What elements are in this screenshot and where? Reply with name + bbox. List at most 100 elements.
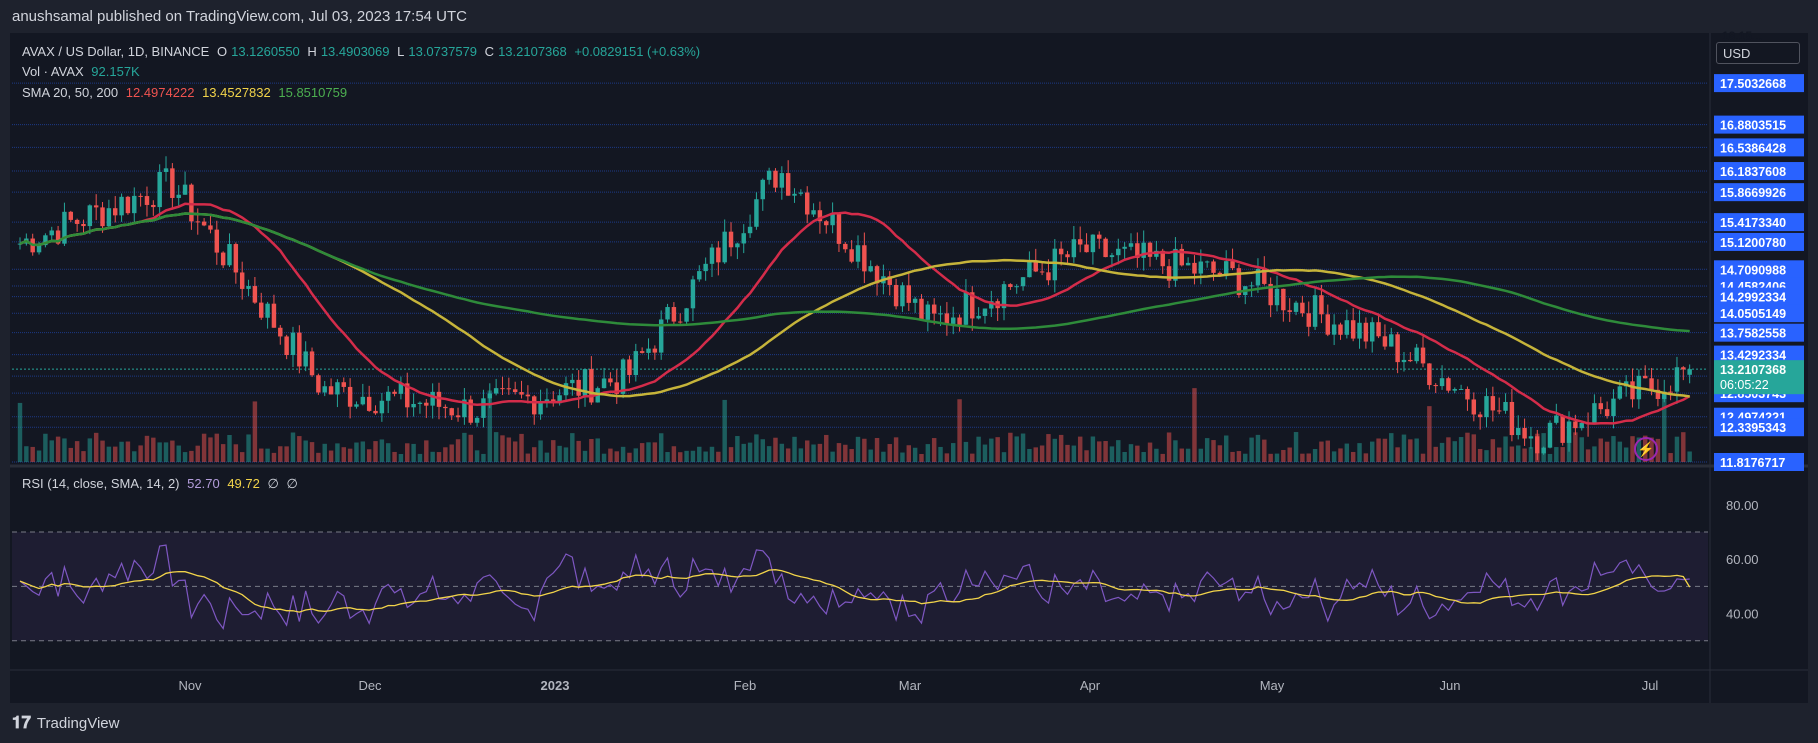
candle bbox=[1014, 286, 1019, 288]
volume-bar bbox=[957, 399, 962, 462]
price-tick-badge bbox=[1714, 418, 1804, 437]
volume-bar bbox=[1116, 440, 1121, 462]
candle bbox=[366, 396, 372, 411]
volume-bar bbox=[246, 434, 251, 462]
volume-bar bbox=[919, 453, 924, 462]
volume-bar bbox=[1262, 439, 1267, 462]
time-axis-label: May bbox=[1260, 678, 1285, 693]
candle bbox=[49, 230, 54, 236]
high-value: 13.4903069 bbox=[320, 44, 390, 59]
volume-bar bbox=[709, 446, 715, 462]
candle bbox=[462, 399, 467, 418]
candle bbox=[360, 396, 366, 405]
candle bbox=[290, 332, 296, 356]
candle bbox=[697, 271, 702, 280]
volume-bar bbox=[1255, 434, 1261, 462]
volume-bar bbox=[963, 441, 969, 462]
candle bbox=[1293, 302, 1299, 312]
candle bbox=[17, 243, 23, 245]
candle bbox=[1471, 399, 1477, 415]
volume-bar bbox=[481, 453, 486, 462]
candle bbox=[639, 351, 645, 353]
sma-label[interactable]: SMA 20, 50, 200 bbox=[22, 85, 119, 100]
volume-bar bbox=[487, 390, 493, 462]
candle bbox=[646, 348, 651, 353]
volume-bar bbox=[728, 447, 734, 462]
volume-bar bbox=[544, 452, 550, 462]
price-tick-label: 14.2992334 bbox=[1720, 291, 1786, 305]
volume-bar bbox=[443, 447, 448, 462]
candle bbox=[1325, 314, 1331, 335]
volume-bar bbox=[576, 440, 581, 462]
symbol-title[interactable]: AVAX / US Dollar, 1D, BINANCE bbox=[22, 44, 210, 59]
volume-bar bbox=[1382, 438, 1388, 462]
volume-bar bbox=[658, 433, 664, 462]
volume-bar bbox=[1027, 448, 1032, 462]
volume-bar bbox=[1211, 440, 1216, 462]
candle bbox=[678, 321, 683, 323]
low-value: 13.0737579 bbox=[408, 44, 478, 59]
volume-bar bbox=[379, 439, 385, 462]
volume-bar bbox=[1300, 453, 1305, 462]
volume-bar bbox=[436, 452, 442, 462]
volume-bar bbox=[43, 433, 48, 462]
volume-bar bbox=[1598, 438, 1603, 462]
candle bbox=[125, 196, 131, 214]
volume-bar bbox=[595, 438, 600, 462]
candle bbox=[703, 263, 708, 272]
volume-bar bbox=[405, 443, 410, 462]
volume-bar bbox=[278, 446, 283, 462]
volume-bar bbox=[1604, 441, 1610, 462]
candle bbox=[1103, 238, 1108, 258]
lightning-icon[interactable]: ⚡ bbox=[1634, 437, 1658, 461]
volume-bar bbox=[792, 436, 797, 462]
volume-bar bbox=[1166, 432, 1172, 462]
rsi-extra-1: ∅ bbox=[267, 476, 279, 491]
candle bbox=[1509, 401, 1515, 436]
volume-bar bbox=[87, 438, 93, 462]
volume-bar bbox=[1573, 432, 1578, 462]
volume-label[interactable]: Vol · AVAX bbox=[22, 64, 84, 79]
candle bbox=[1198, 261, 1204, 274]
currency-selector[interactable]: USD bbox=[1716, 42, 1800, 64]
volume-bar bbox=[1401, 434, 1407, 462]
candle bbox=[1211, 261, 1216, 273]
candle bbox=[1223, 261, 1229, 277]
candle bbox=[113, 208, 118, 216]
volume-bar bbox=[570, 433, 575, 462]
volume-bar bbox=[1376, 438, 1381, 462]
price-tick-label: 16.5386428 bbox=[1720, 141, 1786, 155]
price-tick-label: 14.7090988 bbox=[1720, 263, 1786, 277]
candle bbox=[874, 266, 880, 284]
price-tick-badge bbox=[1714, 74, 1804, 93]
candle bbox=[379, 400, 385, 414]
volume-bar bbox=[1192, 388, 1197, 462]
volume-bar bbox=[722, 399, 727, 462]
rsi-label[interactable]: RSI (14, close, SMA, 14, 2) bbox=[22, 476, 180, 491]
candle bbox=[100, 207, 105, 227]
candle bbox=[259, 302, 264, 318]
candle bbox=[170, 168, 175, 198]
volume-bar bbox=[620, 446, 626, 462]
candle bbox=[804, 192, 810, 215]
volume-bar bbox=[113, 446, 118, 462]
candle bbox=[1147, 242, 1153, 257]
volume-bar bbox=[1281, 449, 1286, 462]
candle bbox=[970, 292, 975, 319]
volume-bar bbox=[506, 437, 512, 462]
candle bbox=[1109, 255, 1115, 258]
time-axis-label: Mar bbox=[899, 678, 922, 693]
candle bbox=[201, 221, 207, 226]
candle bbox=[893, 284, 899, 307]
volume-bar bbox=[259, 448, 264, 462]
candle bbox=[1630, 381, 1635, 400]
volume-bar bbox=[684, 450, 689, 462]
candle bbox=[557, 395, 562, 404]
candle bbox=[132, 195, 137, 214]
volume-bar bbox=[328, 450, 334, 462]
volume-bar bbox=[252, 401, 258, 462]
volume-bar bbox=[392, 451, 397, 462]
volume-bar bbox=[214, 433, 220, 462]
volume-bar bbox=[1554, 447, 1559, 462]
